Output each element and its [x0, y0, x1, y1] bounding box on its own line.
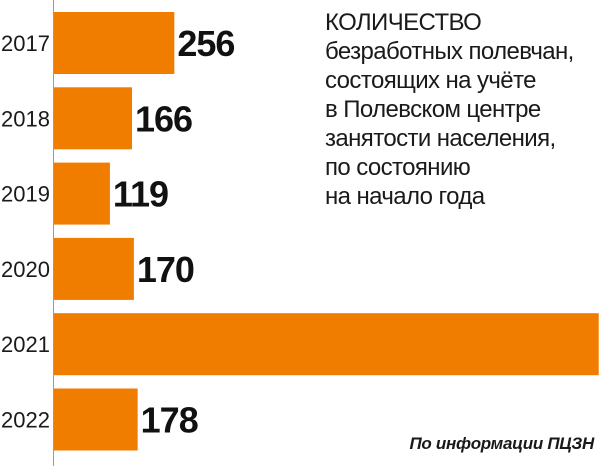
bar-2019	[54, 162, 110, 225]
bar-2018	[54, 87, 133, 150]
title-line: занятости населения,	[325, 125, 556, 152]
value-label: 170	[137, 249, 194, 290]
value-label: 178	[141, 400, 198, 441]
value-label: 166	[135, 98, 192, 139]
title-line: по состоянию	[325, 154, 471, 181]
year-label: 2018	[1, 106, 50, 131]
title-line: КОЛИЧЕСТВО	[325, 9, 482, 36]
value-label: 256	[177, 23, 234, 64]
year-label: 2019	[1, 182, 50, 207]
chart-title: КОЛИЧЕСТВО безработных полевчан, состоящ…	[325, 8, 597, 211]
bars-group: 2017256201816620191192020170202111592022…	[1, 12, 599, 451]
value-label: 119	[113, 174, 168, 215]
year-label: 2021	[1, 332, 50, 357]
bar-2020	[54, 237, 134, 300]
bar-2021	[54, 313, 599, 376]
title-line: на начало года	[325, 183, 485, 210]
source-note: По информации ПЦЗН	[409, 434, 595, 453]
title-line: состоящих на учёте	[325, 67, 537, 94]
bar-2022	[54, 388, 138, 451]
bar-2017	[54, 12, 175, 74]
title-line: безработных полевчан,	[325, 38, 574, 65]
year-label: 2017	[1, 31, 50, 56]
title-line: в Полевском центре	[325, 96, 541, 123]
year-label: 2022	[1, 408, 50, 433]
year-label: 2020	[1, 257, 50, 282]
